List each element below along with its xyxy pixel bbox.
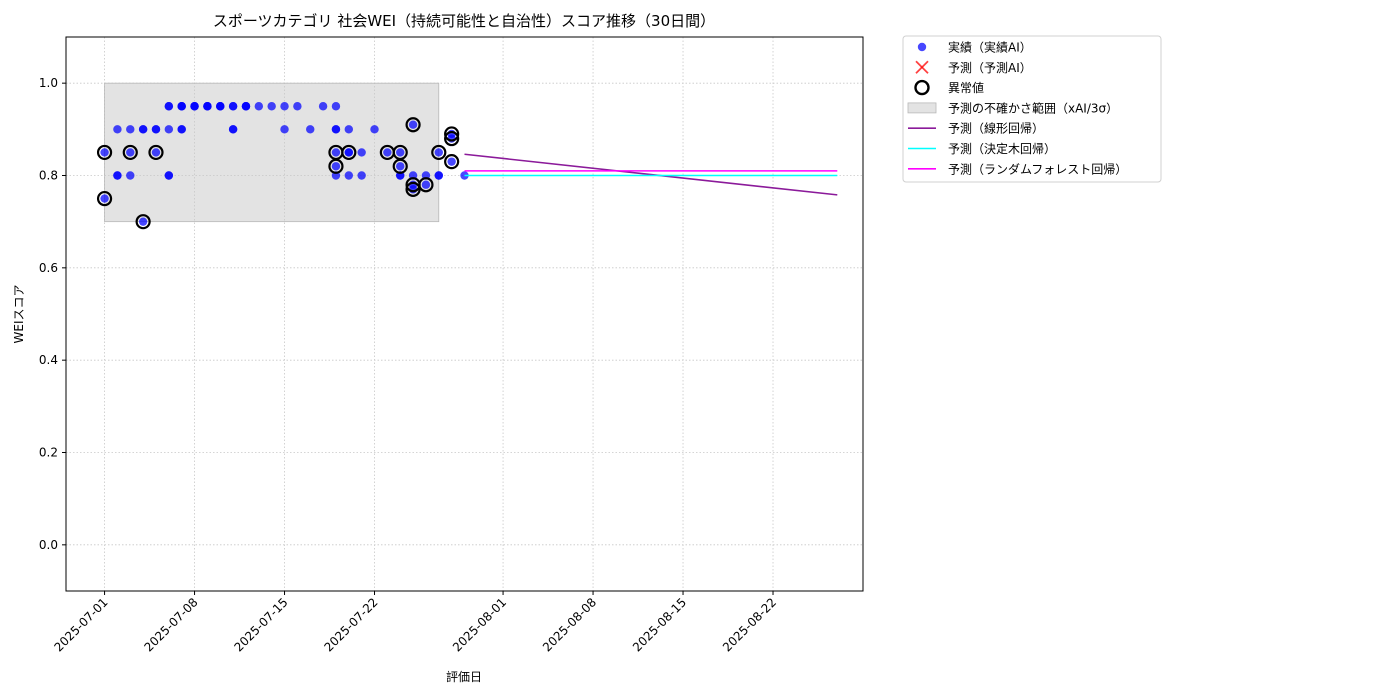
actual-point: [190, 102, 199, 111]
actual-point: [396, 148, 405, 157]
actual-point: [151, 125, 161, 134]
legend-x-marker: [915, 60, 929, 74]
outlier-marker: [444, 154, 460, 170]
actual-point: [216, 102, 225, 111]
actual-point: [113, 125, 122, 134]
outlier-marker: [431, 144, 447, 161]
outlier-marker: [135, 214, 151, 230]
plot-frame: [65, 36, 864, 592]
x-tick-label: 2025-08-01: [450, 595, 509, 654]
actual-point: [357, 148, 366, 157]
outlier-marker: [444, 130, 460, 147]
actual-point: [126, 148, 135, 157]
outlier-marker: [148, 144, 164, 161]
y-tick-label: 0.0: [39, 538, 58, 552]
legend-label: 実績（実績AI）: [948, 40, 1032, 55]
outlier-marker: [418, 177, 434, 193]
outlier-marker: [405, 181, 421, 197]
outlier-marker: [392, 158, 408, 174]
legend-label: 予測（予測AI）: [948, 61, 1032, 75]
actual-point: [254, 102, 264, 111]
actual-point: [318, 102, 328, 111]
legend-label: 予測の不確かさ範囲（xAI/3σ）: [948, 100, 1118, 115]
outlier-marker: [122, 144, 138, 161]
actual-point: [126, 125, 135, 134]
actual-point: [241, 102, 251, 111]
actual-point: [138, 217, 148, 226]
legend-label: 予測（ランダムフォレスト回帰）: [948, 161, 1127, 176]
actual-point: [306, 125, 315, 134]
actual-point: [331, 162, 341, 171]
legend-label: 異常値: [948, 80, 984, 95]
outlier-marker: [405, 117, 421, 133]
actual-point: [293, 102, 302, 111]
x-tick-label: 2025-07-22: [321, 595, 380, 654]
legend-patch-marker: [907, 102, 937, 114]
actual-point: [421, 180, 431, 189]
actual-point: [331, 148, 341, 157]
actual-point: [370, 125, 379, 134]
actual-point: [408, 120, 418, 129]
outlier-marker: [96, 144, 113, 161]
actual-point: [280, 102, 289, 111]
y-tick-label: 0.6: [39, 261, 58, 275]
outlier-marker: [444, 126, 460, 142]
actual-point: [100, 194, 109, 203]
prediction-line: [464, 153, 838, 196]
actual-point: [434, 148, 443, 157]
actual-point: [164, 171, 174, 180]
x-tick-label: 2025-07-01: [51, 595, 110, 654]
actual-point: [344, 171, 354, 180]
actual-point: [151, 148, 161, 157]
x-tick-label: 2025-07-15: [231, 595, 290, 654]
actual-point: [267, 102, 276, 111]
x-axis-label: 評価日: [446, 669, 482, 684]
x-tick-label: 2025-07-08: [141, 595, 200, 654]
actual-point: [396, 162, 405, 171]
actual-point: [100, 148, 109, 157]
actual-point: [113, 171, 122, 180]
actual-point: [357, 171, 366, 180]
actual-point: [228, 125, 238, 134]
legend-box: [902, 35, 1162, 183]
actual-point: [434, 171, 443, 180]
actual-point: [177, 102, 186, 111]
actual-point: [331, 102, 341, 111]
x-tick-label: 2025-08-22: [720, 595, 779, 654]
legend-ring-marker: [914, 79, 930, 96]
plot-area: 0.0 0.2 0.4 0.6 0.8 1.0 2025-07-01 2025-07-08 20…: [39, 36, 864, 654]
actual-point: [138, 125, 148, 134]
legend-label: 予測（線形回帰）: [948, 121, 1044, 136]
outlier-marker: [328, 158, 344, 174]
actual-point: [203, 102, 212, 111]
actual-point: [344, 148, 354, 157]
actual-point: [164, 125, 174, 134]
y-tick-label: 0.4: [39, 353, 58, 367]
actual-point: [331, 125, 341, 134]
actual-point: [228, 102, 238, 111]
y-axis-label: WEIスコア: [12, 285, 26, 344]
actual-point: [164, 102, 174, 111]
y-tick-label: 0.2: [39, 446, 58, 460]
actual-point: [447, 157, 456, 166]
legend-label: 予測（決定木回帰）: [948, 141, 1056, 156]
actual-point: [280, 125, 289, 134]
actual-point: [344, 125, 354, 134]
actual-point: [126, 171, 135, 180]
x-tick-label: 2025-08-08: [540, 595, 599, 654]
chart-title: スポーツカテゴリ 社会WEI（持続可能性と自治性）スコア推移（30日間）: [213, 12, 715, 30]
legend-dot-marker: [917, 42, 927, 52]
y-tick-label: 0.8: [39, 169, 58, 183]
actual-point: [177, 125, 186, 134]
actual-point: [383, 148, 392, 157]
outlier-marker: [341, 144, 357, 161]
y-tick-label: 1.0: [39, 76, 58, 90]
outlier-marker: [96, 190, 113, 207]
x-tick-label: 2025-08-15: [630, 595, 689, 654]
